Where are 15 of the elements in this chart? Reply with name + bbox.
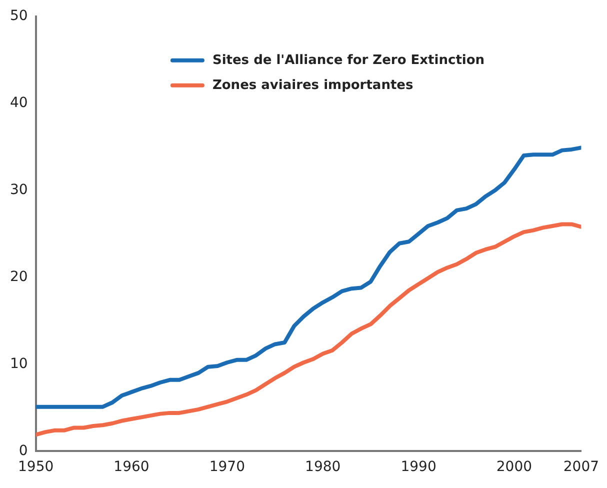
x-tick-label: 1960	[114, 459, 150, 476]
x-tick-label: 1980	[305, 459, 341, 476]
y-tick-label: 40	[10, 95, 28, 111]
x-tick-label: 2000	[496, 459, 532, 476]
y-tick-label: 0	[18, 442, 28, 459]
y-tick-label: 10	[10, 356, 28, 372]
x-tick-label: 2007	[563, 459, 600, 476]
y-tick-label: 20	[10, 268, 28, 285]
x-tick-label: 1950	[18, 459, 54, 476]
y-tick-label: 50	[10, 8, 28, 24]
x-tick-label: 1970	[209, 459, 245, 476]
x-tick-label: 1990	[400, 459, 436, 476]
legend-label: Zones aviaires importantes	[212, 78, 414, 93]
y-tick-label: 30	[10, 182, 28, 198]
legend-label: Sites de l'Alliance for Zero Extinction	[212, 52, 485, 68]
